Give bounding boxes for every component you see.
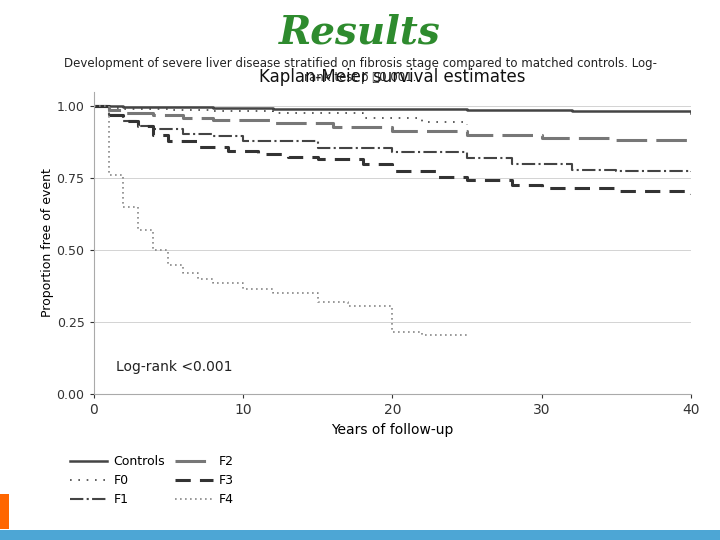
Text: Results: Results xyxy=(279,14,441,51)
Text: rank test p 0.001.: rank test p 0.001. xyxy=(304,71,416,84)
Text: Log-rank <0.001: Log-rank <0.001 xyxy=(116,360,233,374)
Legend: Controls, F0, F1, F2, F3, F4: Controls, F0, F1, F2, F3, F4 xyxy=(70,455,234,507)
Title: Kaplan-Meier survival estimates: Kaplan-Meier survival estimates xyxy=(259,68,526,86)
Y-axis label: Proportion free of event: Proportion free of event xyxy=(41,168,54,318)
X-axis label: Years of follow-up: Years of follow-up xyxy=(331,423,454,437)
Text: Development of severe liver disease stratified on fibrosis stage compared to mat: Development of severe liver disease stra… xyxy=(63,57,657,70)
